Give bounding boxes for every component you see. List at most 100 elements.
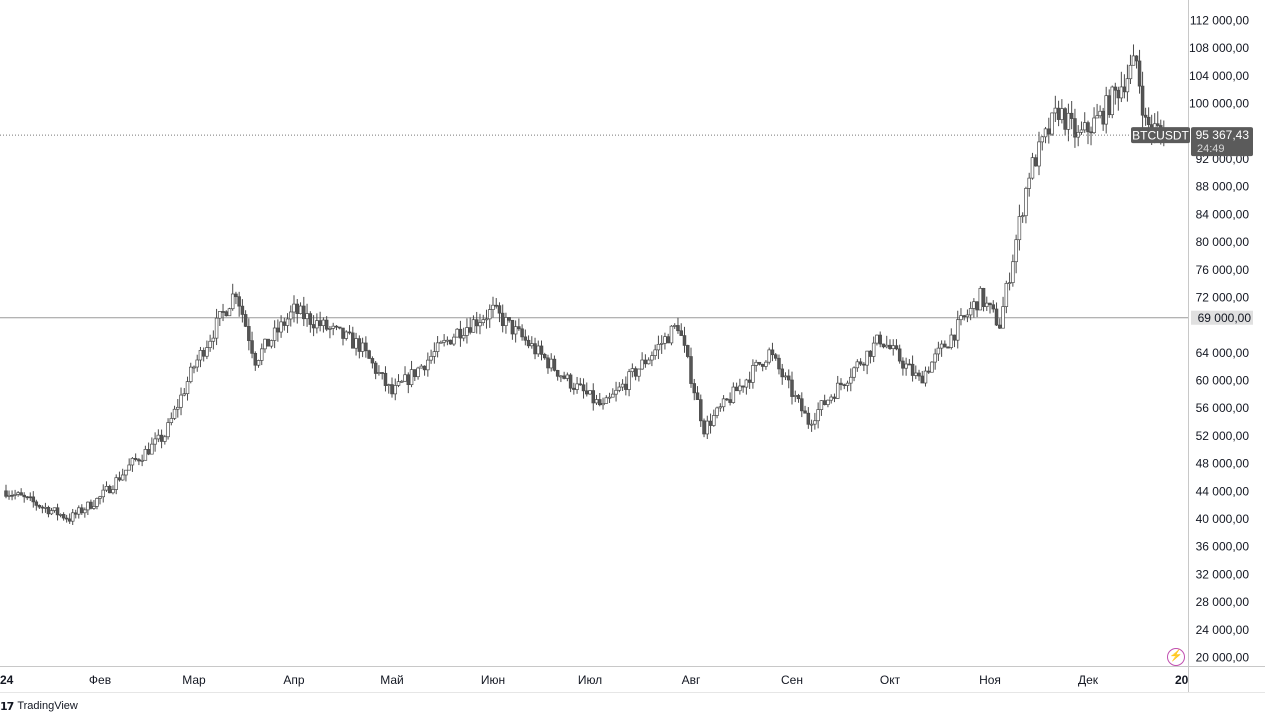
candle-body bbox=[111, 489, 115, 494]
candle-body bbox=[224, 311, 229, 317]
candle-body bbox=[614, 389, 618, 395]
candle-body bbox=[849, 376, 853, 384]
candle-body bbox=[471, 319, 476, 333]
candle-body bbox=[955, 319, 960, 341]
price-tick-label: 64 000,00 bbox=[1196, 346, 1250, 360]
candle-body bbox=[383, 372, 388, 386]
candle-body bbox=[865, 350, 869, 366]
candle-body bbox=[640, 359, 644, 370]
candle-body bbox=[845, 382, 850, 386]
candle-body bbox=[230, 293, 235, 310]
candle-body bbox=[699, 399, 703, 422]
price-tick-label: 40 000,00 bbox=[1196, 512, 1250, 526]
candle-body bbox=[656, 343, 661, 351]
candle-body bbox=[435, 342, 440, 352]
price-tick-label: 32 000,00 bbox=[1196, 567, 1250, 581]
candle-body bbox=[1040, 136, 1045, 143]
time-tick-label: 24 bbox=[0, 673, 14, 687]
candle-body bbox=[507, 317, 511, 321]
last-price-label: 95 367,43 bbox=[1196, 128, 1250, 142]
candle-body bbox=[666, 336, 670, 344]
time-tick-label: Ноя bbox=[979, 673, 1001, 687]
candle-body bbox=[829, 396, 833, 401]
candle-series bbox=[4, 44, 1169, 526]
candle-body bbox=[591, 390, 596, 404]
candle-body bbox=[790, 379, 794, 397]
candle-body bbox=[491, 304, 495, 310]
candle-body bbox=[1001, 306, 1005, 329]
candle-body bbox=[933, 353, 937, 363]
plot-area[interactable] bbox=[0, 0, 1265, 693]
reference-line: 69 000,00 bbox=[0, 310, 1253, 325]
candle-body bbox=[965, 314, 970, 318]
candle-body bbox=[689, 356, 693, 384]
candle-body bbox=[403, 374, 407, 382]
time-tick-label: Июн bbox=[481, 673, 505, 687]
price-tick-label: 108 000,00 bbox=[1189, 41, 1249, 55]
candle-body bbox=[1020, 215, 1025, 218]
candle-body bbox=[240, 305, 245, 315]
candle-body bbox=[7, 494, 11, 497]
candle-body bbox=[555, 370, 560, 377]
candle-body bbox=[1047, 128, 1051, 135]
candle-body bbox=[630, 368, 635, 373]
candle-body bbox=[855, 361, 860, 369]
candle-body bbox=[562, 375, 566, 379]
candle-body bbox=[89, 501, 93, 509]
candle-body bbox=[738, 385, 742, 392]
candle-body bbox=[728, 399, 732, 403]
candle-body bbox=[539, 345, 544, 355]
candle-body bbox=[205, 347, 209, 357]
candle-body bbox=[156, 434, 161, 440]
candle-body bbox=[809, 423, 814, 426]
time-axis[interactable]: 24 Фев Мар Апр Май Июн Июл Авг Сен Окт Ноя Дек 20 bbox=[0, 673, 1189, 687]
candle-body bbox=[764, 361, 768, 367]
candle-body bbox=[386, 384, 391, 386]
candle-body bbox=[484, 318, 489, 321]
candle-body bbox=[754, 361, 758, 366]
candle-body bbox=[28, 496, 33, 499]
price-tick-label: 88 000,00 bbox=[1196, 180, 1250, 194]
price-axis[interactable]: 20 000,00 24 000,00 28 000,00 32 000,00 36 0… bbox=[1189, 14, 1249, 665]
price-tick-label: 44 000,00 bbox=[1196, 484, 1250, 498]
candle-body bbox=[715, 407, 719, 416]
candle-body bbox=[150, 443, 154, 455]
candle-body bbox=[672, 325, 677, 327]
price-tick-label: 60 000,00 bbox=[1196, 374, 1250, 388]
candle-body bbox=[64, 517, 69, 520]
candle-body bbox=[481, 319, 485, 324]
candle-body bbox=[117, 477, 122, 481]
candle-body bbox=[692, 383, 697, 394]
candle-body bbox=[559, 375, 563, 378]
candle-body bbox=[572, 387, 576, 390]
candle-body bbox=[1119, 86, 1124, 99]
candle-body bbox=[4, 490, 8, 497]
candle-body bbox=[140, 459, 144, 462]
candle-body bbox=[536, 345, 541, 355]
bar-countdown-label: 24:49 bbox=[1197, 143, 1225, 155]
candle-body bbox=[321, 319, 326, 326]
candle-body bbox=[256, 360, 261, 366]
candle-body bbox=[1125, 78, 1130, 93]
candle-body bbox=[127, 464, 131, 471]
candle-body bbox=[926, 370, 931, 373]
price-tick-label: 72 000,00 bbox=[1196, 290, 1250, 304]
candle-body bbox=[959, 315, 963, 321]
candle-body bbox=[49, 510, 54, 515]
candle-body bbox=[52, 507, 57, 511]
lightning-icon[interactable]: ⚡ bbox=[1167, 648, 1185, 666]
candle-body bbox=[331, 325, 335, 329]
candle-body bbox=[773, 354, 778, 359]
reference-line-label-bg bbox=[1191, 310, 1253, 325]
candle-body bbox=[253, 352, 258, 366]
candle-body bbox=[962, 315, 966, 318]
candle-body bbox=[741, 385, 745, 388]
candle-body bbox=[237, 296, 241, 307]
candle-body bbox=[1014, 239, 1018, 263]
candle-body bbox=[904, 363, 908, 369]
candle-body bbox=[337, 326, 342, 329]
candle-body bbox=[380, 372, 384, 374]
candle-body bbox=[910, 363, 915, 376]
